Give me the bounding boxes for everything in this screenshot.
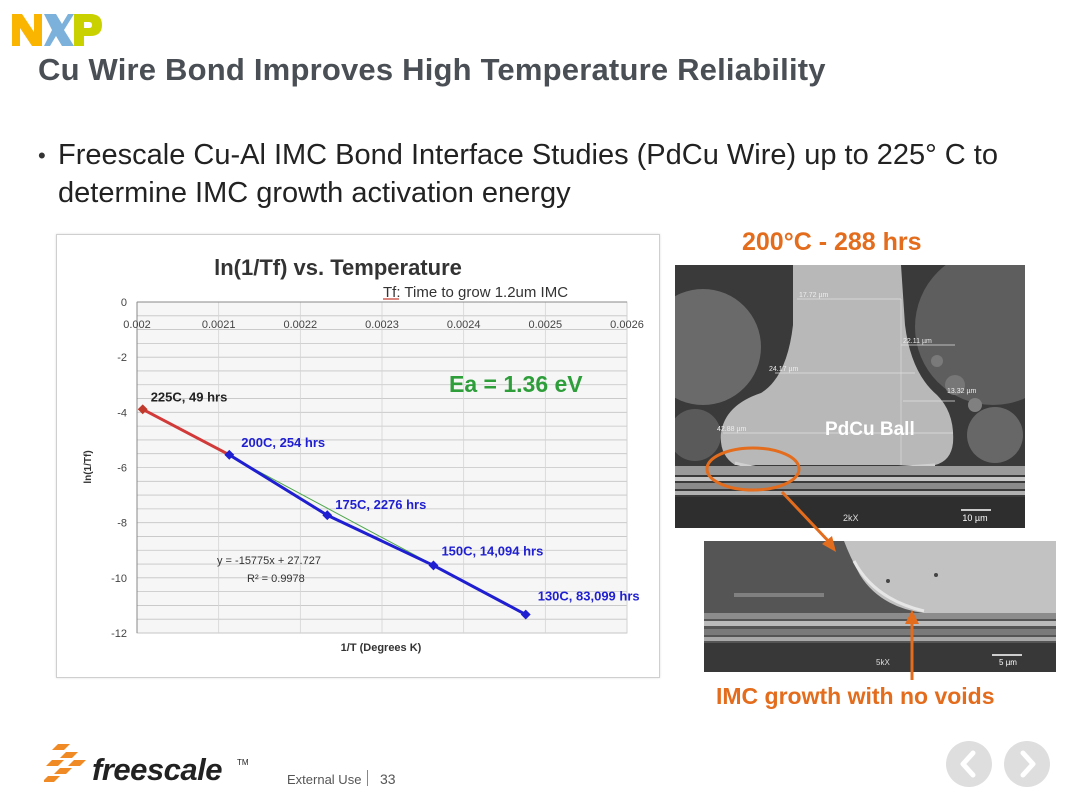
- sem-image-pdcu-ball: 17.72 µm 22.11 µm 24.17 µm 13.32 µm 42.8…: [675, 265, 1025, 528]
- sem-measure-5: 42.88 µm: [717, 426, 746, 433]
- data-point-label: 130C, 83,099 hrs: [538, 589, 640, 604]
- data-point: [520, 609, 531, 620]
- x-tick-label: 0.0025: [529, 319, 563, 331]
- data-point-label: 200C, 254 hrs: [241, 435, 325, 450]
- freescale-logo-icon: [44, 744, 86, 782]
- x-tick-label: 0.0023: [365, 319, 399, 331]
- y-tick-label: 0: [121, 297, 127, 309]
- series-segment-red: [142, 407, 230, 457]
- activation-energy-annotation: Ea = 1.36 eV: [449, 371, 583, 397]
- data-point: [224, 449, 235, 460]
- bullet-marker: •: [38, 143, 46, 168]
- data-point: [322, 510, 333, 521]
- chart-x-axis-label: 1/T (Degrees K): [341, 642, 422, 654]
- y-tick-label: -10: [111, 573, 127, 585]
- chevron-left-icon: [960, 750, 976, 778]
- chevron-right-icon: [1020, 750, 1036, 778]
- fit-r-squared: R² = 0.9978: [247, 573, 305, 585]
- y-tick-label: -6: [117, 463, 127, 475]
- x-tick-label: 0.002: [123, 319, 151, 331]
- pdcu-ball-label: PdCu Ball: [825, 419, 915, 440]
- chart-series: 225C, 49 hrs 200C, 254 hrs 175C, 2276 hrs 1…: [137, 389, 640, 620]
- page-number: 33: [380, 771, 396, 787]
- y-tick-label: -4: [117, 407, 127, 419]
- chart-panel: 0.002 0.0021 0.0022 0.0023 0.0024 0.0025 0.002…: [56, 234, 660, 678]
- x-tick-label: 0.0022: [284, 319, 318, 331]
- footer-divider: [367, 770, 368, 786]
- data-point-label: 175C, 2276 hrs: [335, 497, 426, 512]
- prev-slide-button[interactable]: [946, 741, 992, 787]
- bullet-text: Freescale Cu-Al IMC Bond Interface Studi…: [58, 139, 998, 209]
- chart-title: ln(1/Tf) vs. Temperature: [214, 255, 462, 280]
- sem-image-title: 200°C - 288 hrs: [742, 228, 922, 256]
- chart-svg: 0.002 0.0021 0.0022 0.0023 0.0024 0.0025 0.002…: [83, 255, 644, 654]
- sem-measure-4: 13.32 µm: [947, 388, 976, 395]
- chart-axes: 0.002 0.0021 0.0022 0.0023 0.0024 0.0025 0.002…: [111, 297, 644, 640]
- chart-subtitle: Tf: Time to grow 1.2um IMC: [383, 284, 568, 301]
- sem-measure-3: 24.17 µm: [769, 366, 798, 373]
- x-tick-label: 0.0021: [202, 319, 236, 331]
- series-segment-blue: [228, 453, 329, 517]
- footer-label: External Use: [287, 772, 362, 787]
- chart-y-axis-label: ln(1/Tf): [83, 450, 94, 483]
- sem-measure-2: 22.11 µm: [903, 338, 932, 345]
- sem-scale-text: 2kX: [843, 513, 859, 523]
- fit-equation: y = -15775x + 27.727: [217, 555, 321, 567]
- data-point-label: 225C, 49 hrs: [151, 389, 228, 404]
- sem-scale-bar: 10 µm: [962, 513, 987, 523]
- data-point: [428, 560, 439, 571]
- x-tick-label: 0.0024: [447, 319, 481, 331]
- y-tick-label: -2: [117, 352, 127, 364]
- y-tick-label: -12: [111, 628, 127, 640]
- chart-grid: [136, 301, 628, 634]
- data-point-label: 150C, 14,094 hrs: [441, 543, 543, 558]
- sem-measure-1: 17.72 µm: [799, 292, 828, 299]
- sem-scale-bar-2: 5 µm: [999, 658, 1017, 667]
- trademark: TM: [237, 758, 249, 767]
- series-segment-blue: [432, 564, 527, 616]
- page-title: Cu Wire Bond Improves High Temperature R…: [38, 52, 826, 87]
- series-segment-blue: [326, 513, 435, 567]
- sem-scale-text-2: 5kX: [876, 658, 890, 667]
- next-slide-button[interactable]: [1004, 741, 1050, 787]
- nxp-logo: [12, 14, 102, 46]
- imc-caption: IMC growth with no voids: [716, 683, 995, 709]
- sem-image-imc-zoom: 5kX 5 µm: [704, 541, 1056, 672]
- y-tick-label: -8: [117, 518, 127, 530]
- x-tick-label: 0.0026: [610, 319, 644, 331]
- freescale-brand: freescale: [92, 752, 222, 787]
